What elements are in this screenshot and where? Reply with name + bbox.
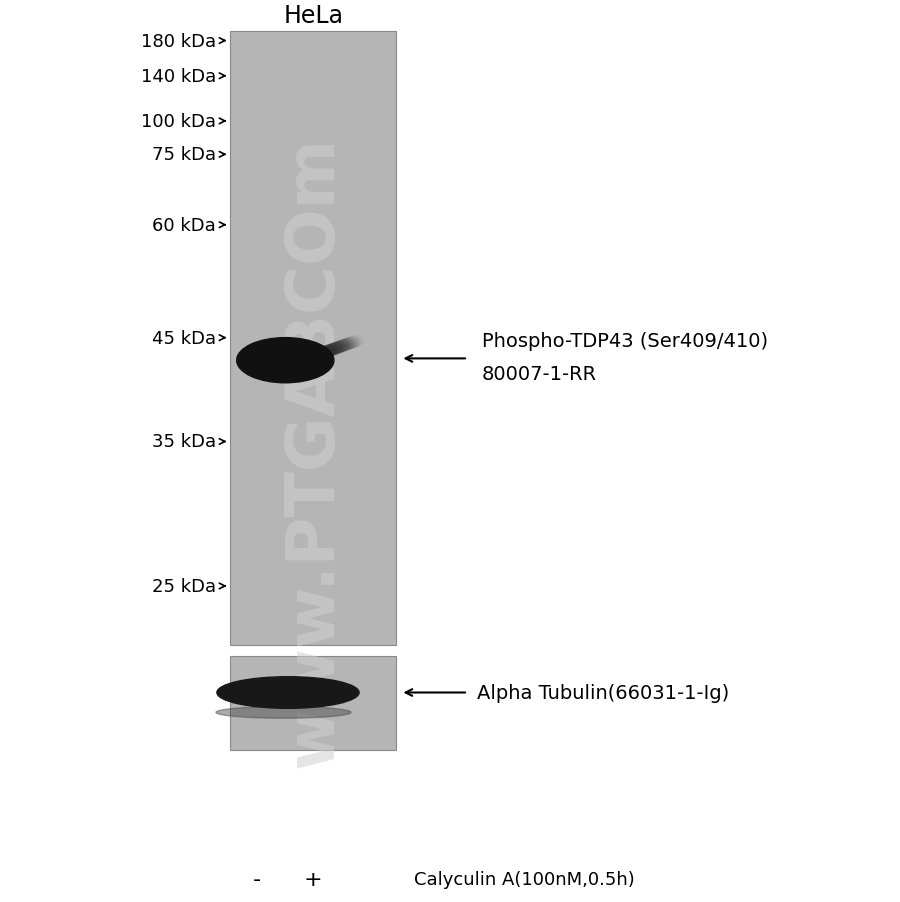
- Ellipse shape: [316, 348, 332, 359]
- Ellipse shape: [333, 341, 349, 352]
- Bar: [230, 657, 396, 750]
- Ellipse shape: [313, 348, 329, 359]
- Ellipse shape: [217, 676, 359, 709]
- Text: Calyculin A(100nM,0.5h): Calyculin A(100nM,0.5h): [414, 870, 634, 888]
- Text: +: +: [304, 870, 322, 889]
- Text: 35 kDa: 35 kDa: [152, 433, 216, 451]
- Ellipse shape: [339, 339, 356, 350]
- Text: 80007-1-RR: 80007-1-RR: [482, 364, 597, 384]
- Ellipse shape: [341, 338, 357, 349]
- Ellipse shape: [216, 707, 351, 718]
- Ellipse shape: [237, 338, 334, 383]
- Ellipse shape: [302, 353, 318, 364]
- Ellipse shape: [308, 351, 324, 362]
- Ellipse shape: [326, 345, 342, 355]
- Ellipse shape: [306, 352, 322, 363]
- Text: 180 kDa: 180 kDa: [141, 32, 216, 51]
- Text: -: -: [252, 870, 261, 889]
- Text: Alpha Tubulin(66031-1-Ig): Alpha Tubulin(66031-1-Ig): [477, 683, 729, 703]
- Ellipse shape: [323, 345, 339, 355]
- Text: 75 kDa: 75 kDa: [152, 146, 216, 164]
- Text: 60 kDa: 60 kDa: [152, 216, 216, 235]
- Ellipse shape: [329, 343, 346, 354]
- Ellipse shape: [338, 340, 354, 351]
- Ellipse shape: [321, 345, 338, 356]
- Text: HeLa: HeLa: [284, 5, 343, 28]
- Text: 140 kDa: 140 kDa: [140, 68, 216, 86]
- Ellipse shape: [328, 344, 344, 354]
- Ellipse shape: [343, 337, 359, 348]
- Ellipse shape: [331, 342, 347, 353]
- Text: Phospho-TDP43 (Ser409/410): Phospho-TDP43 (Ser409/410): [482, 331, 768, 351]
- Text: 45 kDa: 45 kDa: [152, 329, 216, 347]
- Ellipse shape: [311, 349, 328, 360]
- Text: 25 kDa: 25 kDa: [152, 577, 216, 595]
- Ellipse shape: [336, 341, 352, 352]
- Bar: [230, 32, 396, 645]
- Text: www.PTGABCOm: www.PTGABCOm: [280, 135, 346, 767]
- Ellipse shape: [320, 346, 336, 357]
- Text: 100 kDa: 100 kDa: [141, 113, 216, 131]
- Ellipse shape: [303, 352, 320, 363]
- Ellipse shape: [300, 354, 316, 364]
- Ellipse shape: [310, 350, 326, 361]
- Ellipse shape: [318, 347, 334, 358]
